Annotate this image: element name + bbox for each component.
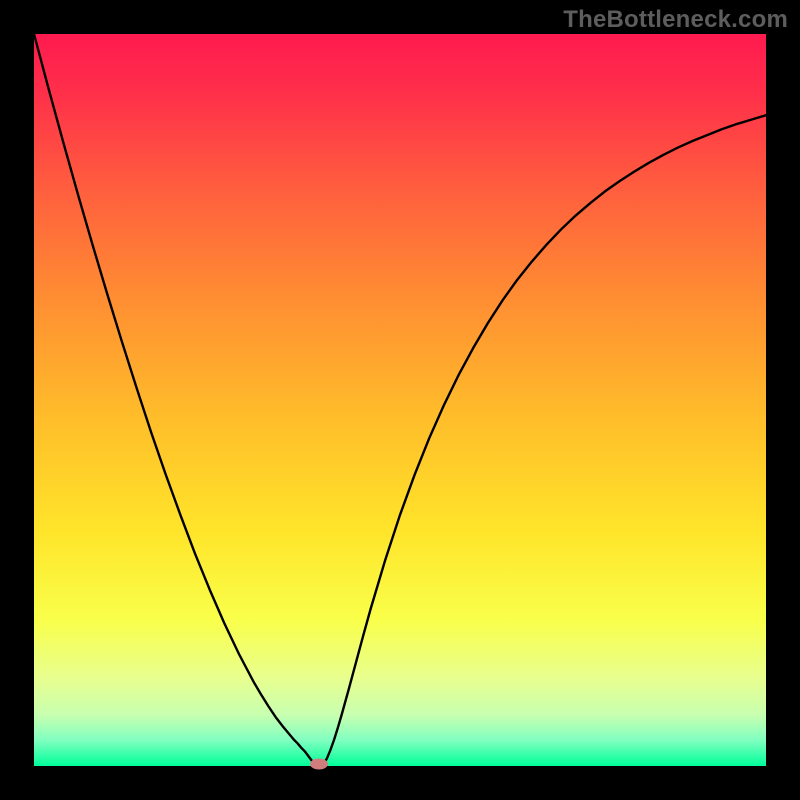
gradient-background: [34, 34, 766, 766]
chart-frame: TheBottleneck.com: [0, 0, 800, 800]
chart-svg: [34, 34, 766, 766]
plot-area: [34, 34, 766, 766]
watermark-text: TheBottleneck.com: [563, 6, 788, 34]
